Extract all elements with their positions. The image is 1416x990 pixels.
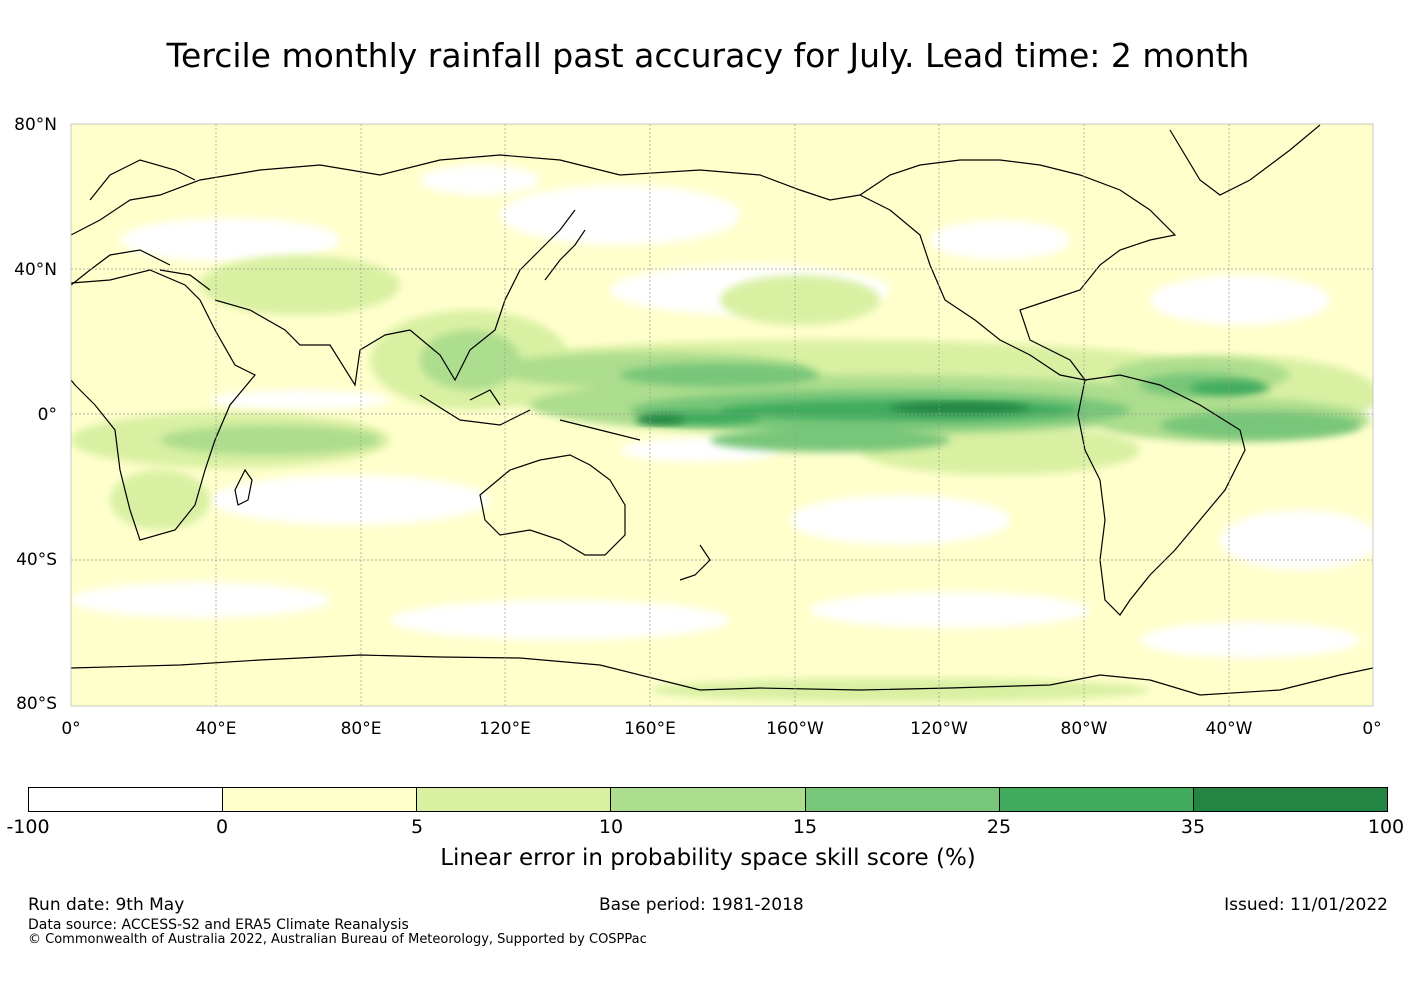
- colorbar-tick: 25: [986, 816, 1012, 838]
- lon-label-80e: 80°E: [340, 719, 382, 739]
- colorbar-tick: -100: [6, 816, 50, 838]
- colorbar-segment: [611, 788, 806, 811]
- copyright: © Commonwealth of Australia 2022, Austra…: [28, 932, 647, 947]
- graticule: [71, 124, 1373, 706]
- colorbar-tick: 10: [598, 816, 624, 838]
- colorbar-tick: 5: [410, 816, 424, 838]
- lon-label-80w: 80°W: [1060, 719, 1108, 739]
- lat-label-40n: 40°N: [14, 260, 57, 280]
- south-america-coastline: [1077, 374, 1246, 616]
- lon-label-0-left: 0°: [61, 719, 81, 739]
- colorbar-segment: [1193, 788, 1387, 811]
- lon-label-120e: 120°E: [479, 719, 531, 739]
- coastlines: [71, 124, 1373, 696]
- issued-date: Issued: 11/01/2022: [1224, 895, 1388, 915]
- data-source: Data source: ACCESS-S2 and ERA5 Climate …: [28, 917, 409, 933]
- colorbar: [28, 787, 1388, 812]
- north-america-coastline: [859, 159, 1177, 381]
- lat-label-0: 0°: [37, 405, 57, 425]
- skill-field: [71, 124, 1373, 706]
- map-title: Tercile monthly rainfall past accuracy f…: [166, 36, 1250, 75]
- colorbar-segment: [29, 788, 224, 811]
- lon-label-40e: 40°E: [195, 719, 237, 739]
- lat-label-40s: 40°S: [16, 550, 57, 570]
- antarctica-coastline: [71, 654, 1373, 696]
- colorbar-tick: 0: [215, 816, 229, 838]
- skill-35-100-patches: [635, 402, 1030, 425]
- colorbar-tick: 15: [792, 816, 818, 838]
- lon-label-120w: 120°W: [910, 719, 968, 739]
- colorbar-segment: [805, 788, 1000, 811]
- map-frame: [70, 123, 1374, 707]
- lon-label-160w: 160°W: [766, 719, 824, 739]
- africa-coastline: [71, 269, 256, 541]
- colorbar-segment: [417, 788, 612, 811]
- colorbar-segment: [999, 788, 1194, 811]
- run-date: Run date: 9th May: [28, 895, 185, 915]
- lon-label-160e: 160°E: [624, 719, 676, 739]
- colorbar-tick: 100: [1367, 816, 1405, 838]
- colorbar-segment: [223, 788, 418, 811]
- lat-label-80n: 80°N: [14, 115, 57, 135]
- lon-label-0-right: 0°: [1362, 719, 1382, 739]
- australia-coastline: [479, 454, 626, 556]
- colorbar-label: Linear error in probability space skill …: [440, 845, 976, 871]
- base-period: Base period: 1981-2018: [599, 895, 804, 915]
- lon-label-40w: 40°W: [1205, 719, 1253, 739]
- colorbar-tick: 35: [1180, 816, 1206, 838]
- lat-label-80s: 80°S: [16, 694, 57, 714]
